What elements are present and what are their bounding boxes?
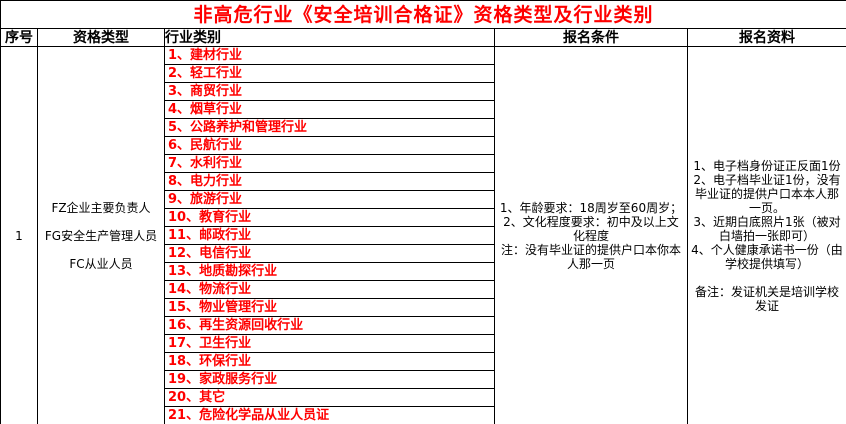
header-qual-type: 资格类型 [37, 28, 165, 47]
industry-item: 14、物流行业 [164, 280, 495, 299]
industry-item: 16、再生资源回收行业 [164, 316, 495, 335]
industry-item: 21、危险化学品从业人员证 [164, 406, 495, 424]
industry-item: 5、公路养护和管理行业 [164, 118, 495, 137]
qual-type: FG安全生产管理人员 [44, 228, 158, 243]
industry-item: 2、轻工行业 [164, 64, 495, 83]
header-no: 序号 [0, 28, 38, 47]
industry-item: 7、水利行业 [164, 154, 495, 173]
qual-type: FZ企业主要负责人 [51, 200, 151, 215]
industry-item: 20、其它 [164, 388, 495, 407]
conditions-cell: 1、年龄要求：18周岁至60周岁； 2、文化程度要求：初中及以上文化程度 注：没… [494, 46, 688, 424]
industry-item: 3、商贸行业 [164, 82, 495, 101]
table-title: 非高危行业《安全培训合格证》资格类型及行业类别 [0, 0, 846, 29]
industry-item: 4、烟草行业 [164, 100, 495, 119]
industry-item: 12、电信行业 [164, 244, 495, 263]
industry-item: 8、电力行业 [164, 172, 495, 191]
materials-cell: 1、电子档身份证正反面1份 2、电子档毕业证1份，没有毕业证的提供户口本本人那一… [687, 46, 846, 424]
industry-item: 6、民航行业 [164, 136, 495, 155]
industry-item: 9、旅游行业 [164, 190, 495, 209]
industry-item: 11、邮政行业 [164, 226, 495, 245]
industry-item: 15、物业管理行业 [164, 298, 495, 317]
header-materials: 报名资料 [687, 28, 846, 47]
industry-item: 18、环保行业 [164, 352, 495, 371]
industry-item: 10、教育行业 [164, 208, 495, 227]
industry-item: 13、地质勘探行业 [164, 262, 495, 281]
industry-item: 1、建材行业 [164, 46, 495, 65]
header-conditions: 报名条件 [494, 28, 688, 47]
row-no: 1 [0, 46, 38, 424]
qual-types-cell: FZ企业主要负责人 FG安全生产管理人员 FC从业人员 [37, 46, 165, 424]
industry-item: 17、卫生行业 [164, 334, 495, 353]
header-industry: 行业类别 [164, 28, 495, 47]
qual-type: FC从业人员 [69, 256, 133, 271]
industry-item: 19、家政服务行业 [164, 370, 495, 389]
